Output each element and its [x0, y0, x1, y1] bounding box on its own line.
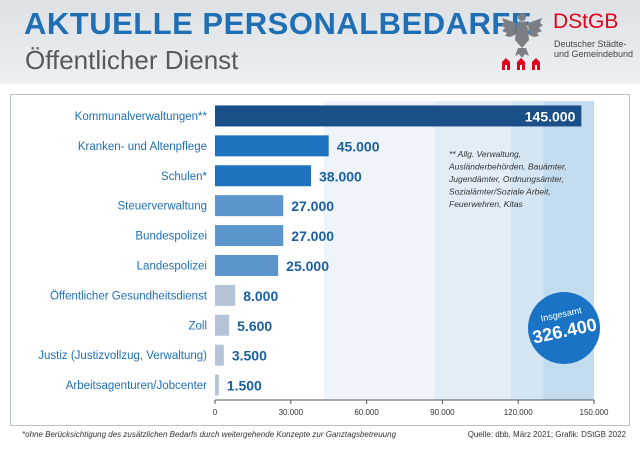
x-tick-label: 30.000 — [279, 408, 304, 417]
value-label: 25.000 — [286, 258, 329, 274]
page-subtitle: Öffentlicher Dienst — [25, 45, 239, 75]
value-label: 145.000 — [525, 108, 576, 124]
background-band — [510, 101, 544, 400]
logo-wordmark: DStGB — [553, 10, 619, 33]
bar — [215, 165, 312, 187]
value-label: 27.000 — [291, 198, 334, 214]
source-note: Quelle: dbb, März 2021; Grafik: DStGB 20… — [467, 430, 626, 439]
bar — [215, 195, 284, 217]
category-label: Kranken- und Altenpflege — [78, 141, 207, 153]
background-band — [434, 101, 511, 400]
category-label: Justiz (Justizvollzug, Verwaltung) — [38, 350, 207, 362]
bar-chart: 0 30.000 60.000 90.000 120.000 150.000 Kommuna… — [38, 101, 609, 417]
x-tick-label: 90.000 — [430, 408, 455, 417]
total-badge — [528, 292, 600, 364]
category-label: Landespolizei — [137, 260, 207, 272]
annotation-note: ** Allg. Verwaltung, Ausländerbehörden, B… — [448, 149, 567, 209]
bar — [215, 314, 230, 336]
bar — [215, 254, 279, 276]
bar — [215, 284, 236, 306]
value-label: 3.500 — [232, 348, 267, 364]
bar — [215, 105, 582, 127]
category-label: Öffentlicher Gesundheitsdienst — [50, 290, 208, 302]
value-label: 5.600 — [237, 318, 272, 334]
value-label: 1.500 — [227, 378, 262, 394]
value-label: 8.000 — [243, 288, 278, 304]
header-band: AKTUELLE PERSONALBEDARFE Öffentlicher Di… — [0, 0, 640, 84]
value-label: 27.000 — [291, 228, 334, 244]
bar — [215, 225, 284, 247]
category-label: Schulen* — [161, 171, 208, 183]
value-label: 38.000 — [319, 168, 362, 184]
category-label: Arbeitsagenturen/Jobcenter — [66, 380, 207, 392]
category-label: Steuerverwaltung — [118, 201, 208, 213]
value-label: 45.000 — [337, 138, 380, 154]
x-tick-label: 120.000 — [504, 408, 533, 417]
background-band — [323, 101, 435, 400]
bar — [215, 135, 329, 157]
x-tick-label: 0 — [213, 408, 218, 417]
logo-subtitle: Deutscher Städte- und Gemeindebund — [554, 39, 634, 59]
page-title: AKTUELLE PERSONALBEDARFE — [24, 6, 533, 41]
x-tick-label: 150.000 — [580, 408, 609, 417]
chart-panel: 0 30.000 60.000 90.000 120.000 150.000 Kommuna… — [10, 94, 630, 426]
category-label: Zoll — [188, 320, 207, 332]
category-label: Bundespolizei — [135, 231, 207, 243]
bar — [215, 374, 219, 396]
footnote: *ohne Berücksichtigung des zusätzlichen … — [22, 430, 397, 439]
federal-eagle-icon — [501, 13, 543, 70]
bar — [215, 344, 224, 366]
x-tick-label: 60.000 — [354, 408, 379, 417]
category-label: Kommunalverwaltungen** — [75, 111, 208, 123]
